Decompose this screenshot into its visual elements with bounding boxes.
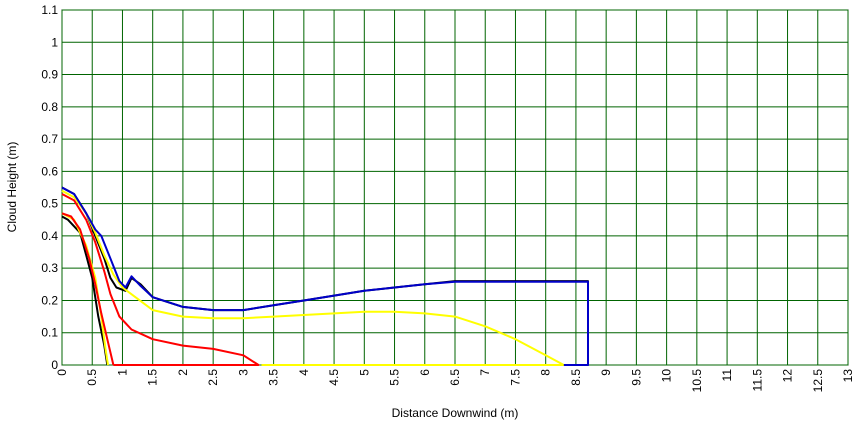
series-line-3	[61, 193, 260, 366]
x-tick-label: 11.5	[750, 369, 764, 392]
y-tick-label: 1	[51, 35, 58, 49]
y-tick-label: 0.6	[41, 164, 58, 178]
x-tick-label: 4	[297, 369, 311, 376]
series-line-4	[61, 186, 589, 366]
x-tick-label: 8	[539, 369, 553, 376]
series-line-1-lower	[61, 215, 109, 366]
y-tick-label: 0.8	[41, 100, 58, 114]
x-tick-label: 11	[720, 369, 734, 382]
y-tick-label: 0	[51, 358, 58, 372]
x-tick-label: 2.5	[206, 369, 220, 386]
x-tick-label: 5.5	[388, 369, 402, 386]
x-tick-label: 3	[236, 369, 250, 376]
y-tick-label: 1.1	[41, 3, 58, 17]
x-tick-label: 9	[599, 369, 613, 376]
x-tick-labels: 0 0.5 1 1.5 2 2.5 3 3.5 4 4.5 5 5.5 6 6.5 7 7.5 8 8.5 9 9.5…	[55, 369, 852, 393]
x-tick-label: 1	[115, 369, 129, 376]
grid	[61, 9, 849, 366]
y-tick-label: 0.3	[41, 261, 58, 275]
x-tick-label: 13	[841, 369, 852, 383]
x-tick-label: 0.5	[85, 369, 99, 386]
x-tick-label: 6.5	[448, 369, 462, 386]
x-tick-label: 7	[478, 369, 492, 376]
x-tick-label: 12	[781, 369, 795, 383]
x-tick-label: 2	[176, 369, 190, 376]
x-tick-label: 1.5	[146, 369, 160, 386]
y-tick-label: 0.5	[41, 197, 58, 211]
y-tick-label: 0.4	[41, 229, 58, 243]
x-tick-label: 3.5	[267, 369, 281, 386]
y-axis-label: Cloud Height (m)	[5, 142, 19, 233]
y-tick-label: 0.2	[41, 293, 58, 307]
x-tick-label: 5	[357, 369, 371, 376]
x-tick-label: 10	[660, 369, 674, 383]
x-tick-label: 0	[55, 369, 69, 376]
x-tick-label: 9.5	[629, 369, 643, 386]
series-line-2	[61, 189, 565, 366]
series-group	[61, 186, 589, 366]
y-tick-labels: 0 0.1 0.2 0.3 0.4 0.5 0.6 0.7 0.8 0.9 1 1.1	[41, 3, 58, 372]
x-tick-label: 4.5	[327, 369, 341, 386]
x-axis-label: Distance Downwind (m)	[392, 406, 519, 420]
x-tick-label: 8.5	[569, 369, 583, 386]
x-tick-label: 12.5	[811, 369, 825, 393]
x-tick-label: 10.5	[690, 369, 704, 393]
y-tick-label: 0.1	[41, 326, 58, 340]
y-tick-label: 0.7	[41, 132, 58, 146]
series-line-3-lower	[61, 212, 115, 366]
x-tick-label: 7.5	[508, 369, 522, 386]
x-tick-label: 6	[418, 369, 432, 376]
y-tick-label: 0.9	[41, 68, 58, 82]
